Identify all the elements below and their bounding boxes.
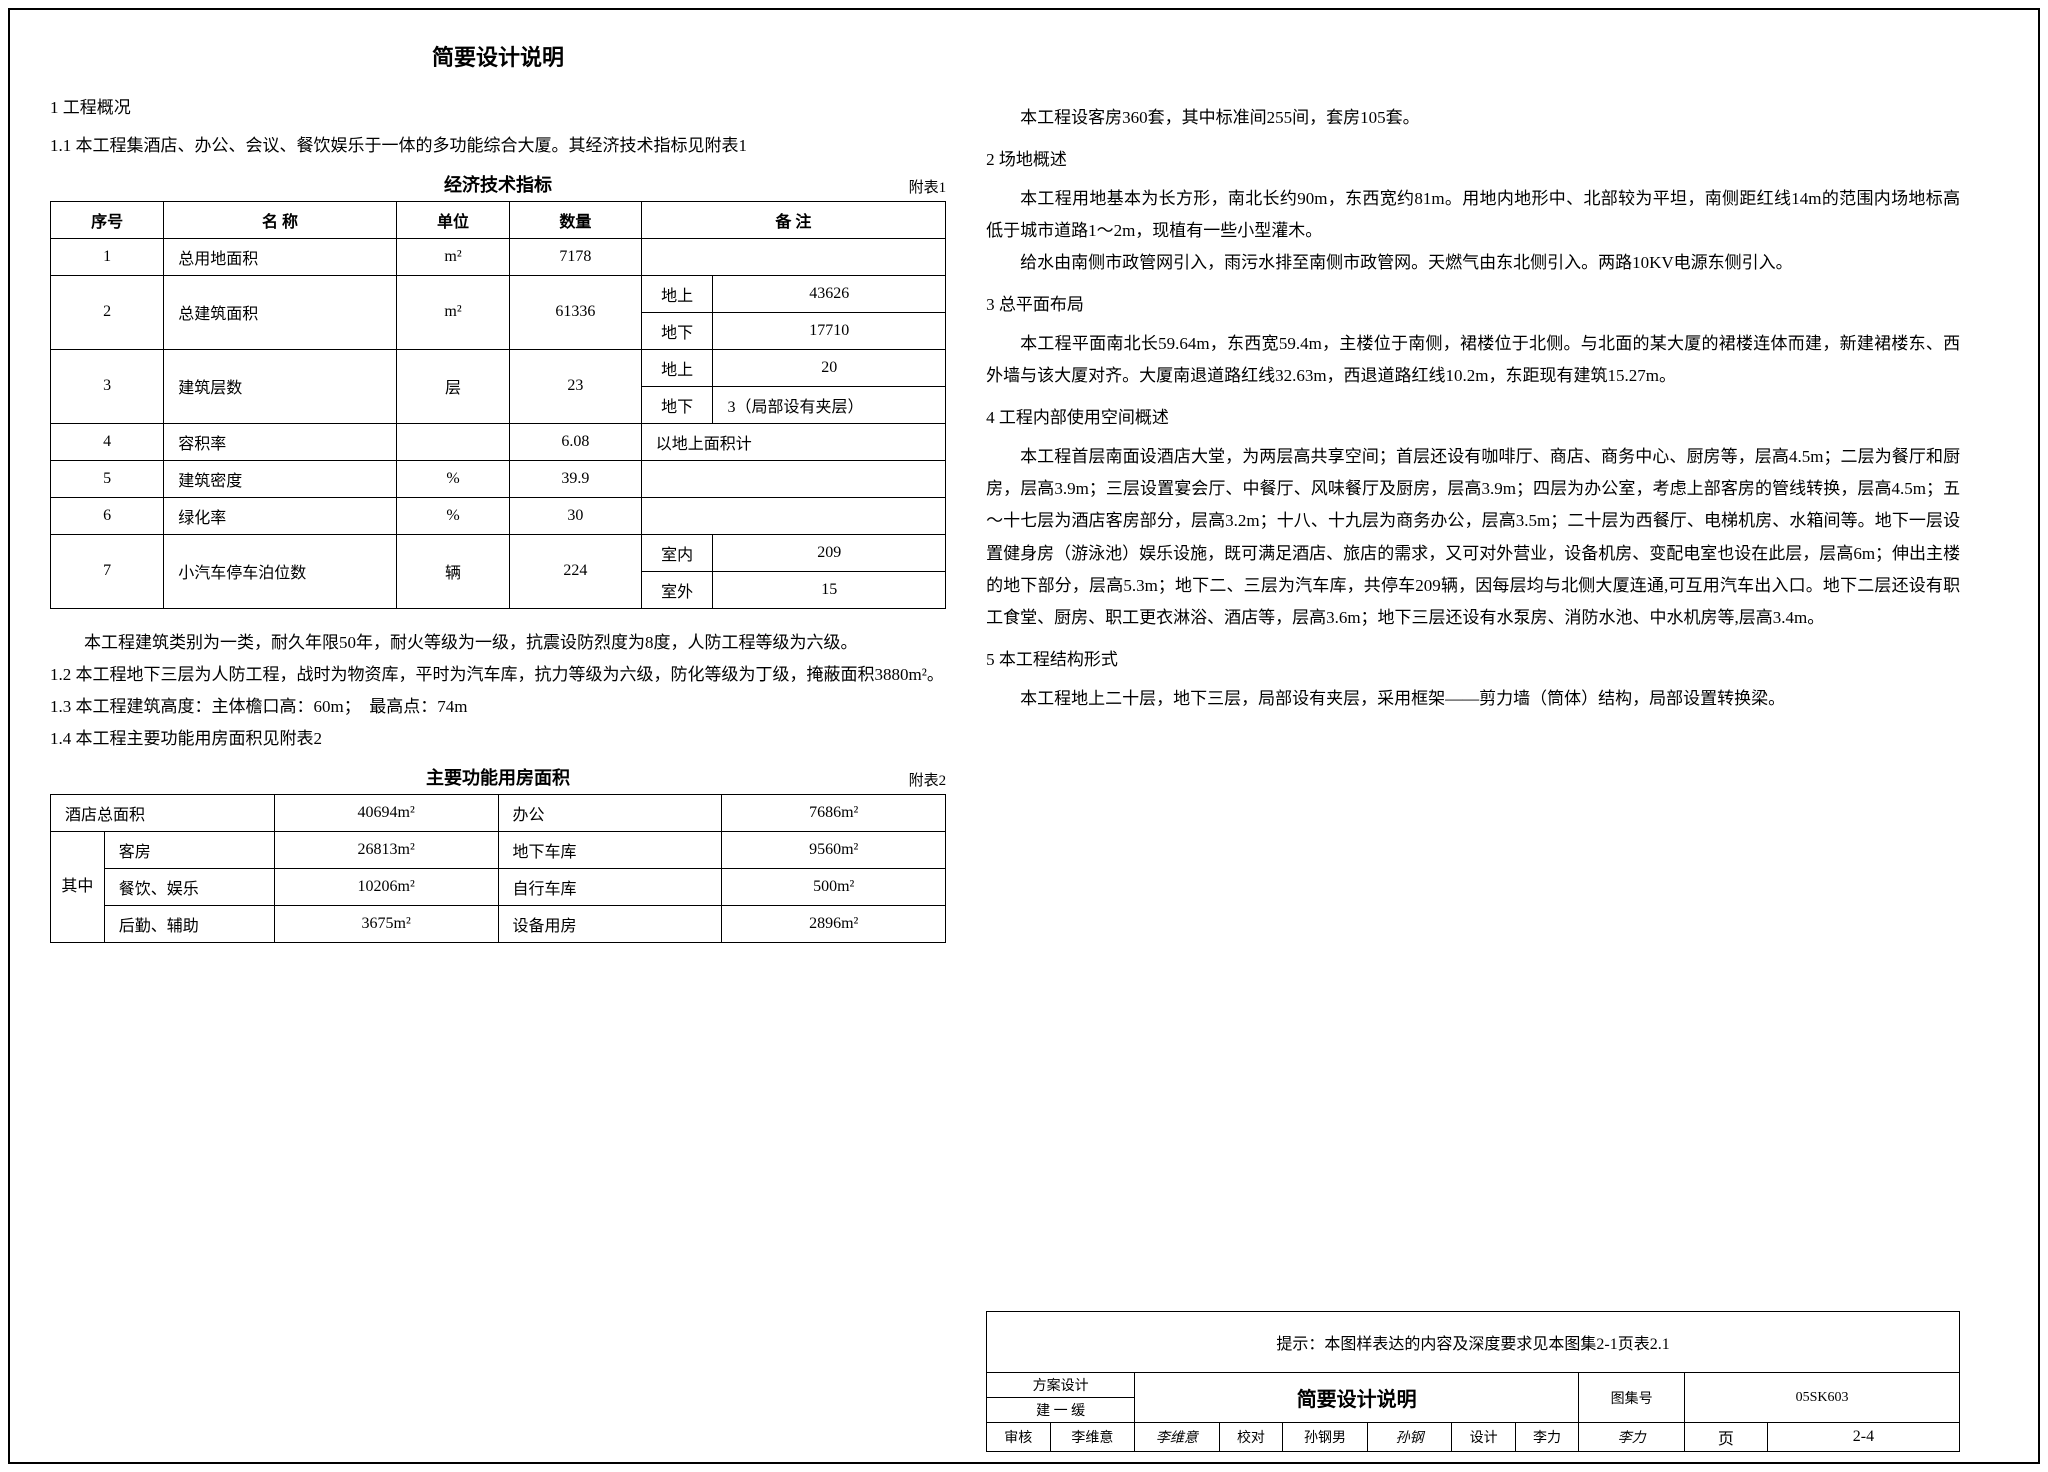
title-block-table: 方案设计 简要设计说明 图集号 05SK603 建 一 缓 审核 李维意 李维意… — [986, 1372, 1960, 1452]
table-row: 餐饮、娱乐 10206m² 自行车库 500m² — [51, 868, 946, 905]
paragraph-class: 本工程建筑类别为一类，耐久年限50年，耐火等级为一级，抗震设防烈度为8度，人防工… — [50, 627, 946, 659]
hint-box: 提示：本图样表达的内容及深度要求见本图集2-1页表2.1 — [986, 1311, 1960, 1372]
left-column: 简要设计说明 1 工程概况 1.1 本工程集酒店、办公、会议、餐饮娱乐于一体的多… — [50, 40, 946, 1452]
table2-title: 主要功能用房面积 附表2 — [50, 764, 946, 790]
section-4-heading: 4 工程内部使用空间概述 — [986, 402, 1960, 434]
title-block: 提示：本图样表达的内容及深度要求见本图集2-1页表2.1 方案设计 简要设计说明… — [986, 1311, 1960, 1452]
document-page: 简要设计说明 1 工程概况 1.1 本工程集酒店、办公、会议、餐饮娱乐于一体的多… — [8, 8, 2040, 1464]
paragraph-4a: 本工程首层南面设酒店大堂，为两层高共享空间；首层还设有咖啡厅、商店、商务中心、厨… — [986, 441, 1960, 635]
paragraph-1-2: 1.2 本工程地下三层为人防工程，战时为物资库，平时为汽车库，抗力等级为六级，防… — [50, 659, 946, 691]
section-3-heading: 3 总平面布局 — [986, 289, 1960, 321]
table-row: 后勤、辅助 3675m² 设备用房 2896m² — [51, 905, 946, 942]
table-1: 序号 名 称 单位 数量 备 注 1 总用地面积 m² 7178 2 总建筑面积… — [50, 201, 946, 609]
paragraph-2a: 本工程用地基本为长方形，南北长约90m，东西宽约81m。用地内地形中、北部较为平… — [986, 183, 1960, 248]
table-row: 3 建筑层数 层 23 地上 20 — [51, 349, 946, 386]
table-row: 2 总建筑面积 m² 61336 地上 43626 — [51, 275, 946, 312]
right-column: 本工程设客房360套，其中标准间255间，套房105套。 2 场地概述 本工程用… — [986, 40, 1960, 1452]
table-row: 酒店总面积 40694m² 办公 7686m² — [51, 794, 946, 831]
paragraph-5a: 本工程地上二十层，地下三层，局部设有夹层，采用框架——剪力墙（筒体）结构，局部设… — [986, 683, 1960, 715]
table-row: 方案设计 简要设计说明 图集号 05SK603 — [987, 1373, 1960, 1398]
table2-caption: 附表2 — [909, 769, 947, 790]
table-row: 序号 名 称 单位 数量 备 注 — [51, 201, 946, 238]
table-row: 7 小汽车停车泊位数 辆 224 室内 209 — [51, 534, 946, 571]
section-1-heading: 1 工程概况 — [50, 92, 946, 124]
paragraph-1-4: 1.4 本工程主要功能用房面积见附表2 — [50, 723, 946, 755]
table-row: 6 绿化率 % 30 — [51, 497, 946, 534]
table2-title-text: 主要功能用房面积 — [426, 768, 570, 788]
table-row: 审核 李维意 李维意 校对 孙钢男 孙钢 设计 李力 李力 页 2-4 — [987, 1423, 1960, 1452]
table-row: 4 容积率 6.08 以地上面积计 — [51, 423, 946, 460]
table1-caption: 附表1 — [909, 176, 947, 197]
paragraph-1-1: 1.1 本工程集酒店、办公、会议、餐饮娱乐于一体的多功能综合大厦。其经济技术指标… — [50, 130, 946, 162]
table-row: 5 建筑密度 % 39.9 — [51, 460, 946, 497]
paragraph-1-3: 1.3 本工程建筑高度：主体檐口高：60m； 最高点：74m — [50, 691, 946, 723]
table-row: 1 总用地面积 m² 7178 — [51, 238, 946, 275]
page-title: 简要设计说明 — [50, 40, 946, 72]
section-2-heading: 2 场地概述 — [986, 144, 1960, 176]
table1-title: 经济技术指标 附表1 — [50, 171, 946, 197]
table1-title-text: 经济技术指标 — [444, 175, 552, 195]
table-2: 酒店总面积 40694m² 办公 7686m² 其中 客房 26813m² 地下… — [50, 794, 946, 943]
paragraph-3a: 本工程平面南北长59.64m，东西宽59.4m，主楼位于南侧，裙楼位于北侧。与北… — [986, 328, 1960, 393]
paragraph-rooms: 本工程设客房360套，其中标准间255间，套房105套。 — [986, 102, 1960, 134]
section-5-heading: 5 本工程结构形式 — [986, 644, 1960, 676]
table-row: 其中 客房 26813m² 地下车库 9560m² — [51, 831, 946, 868]
paragraph-2b: 给水由南侧市政管网引入，雨污水排至南侧市政管网。天燃气由东北侧引入。两路10KV… — [986, 247, 1960, 279]
